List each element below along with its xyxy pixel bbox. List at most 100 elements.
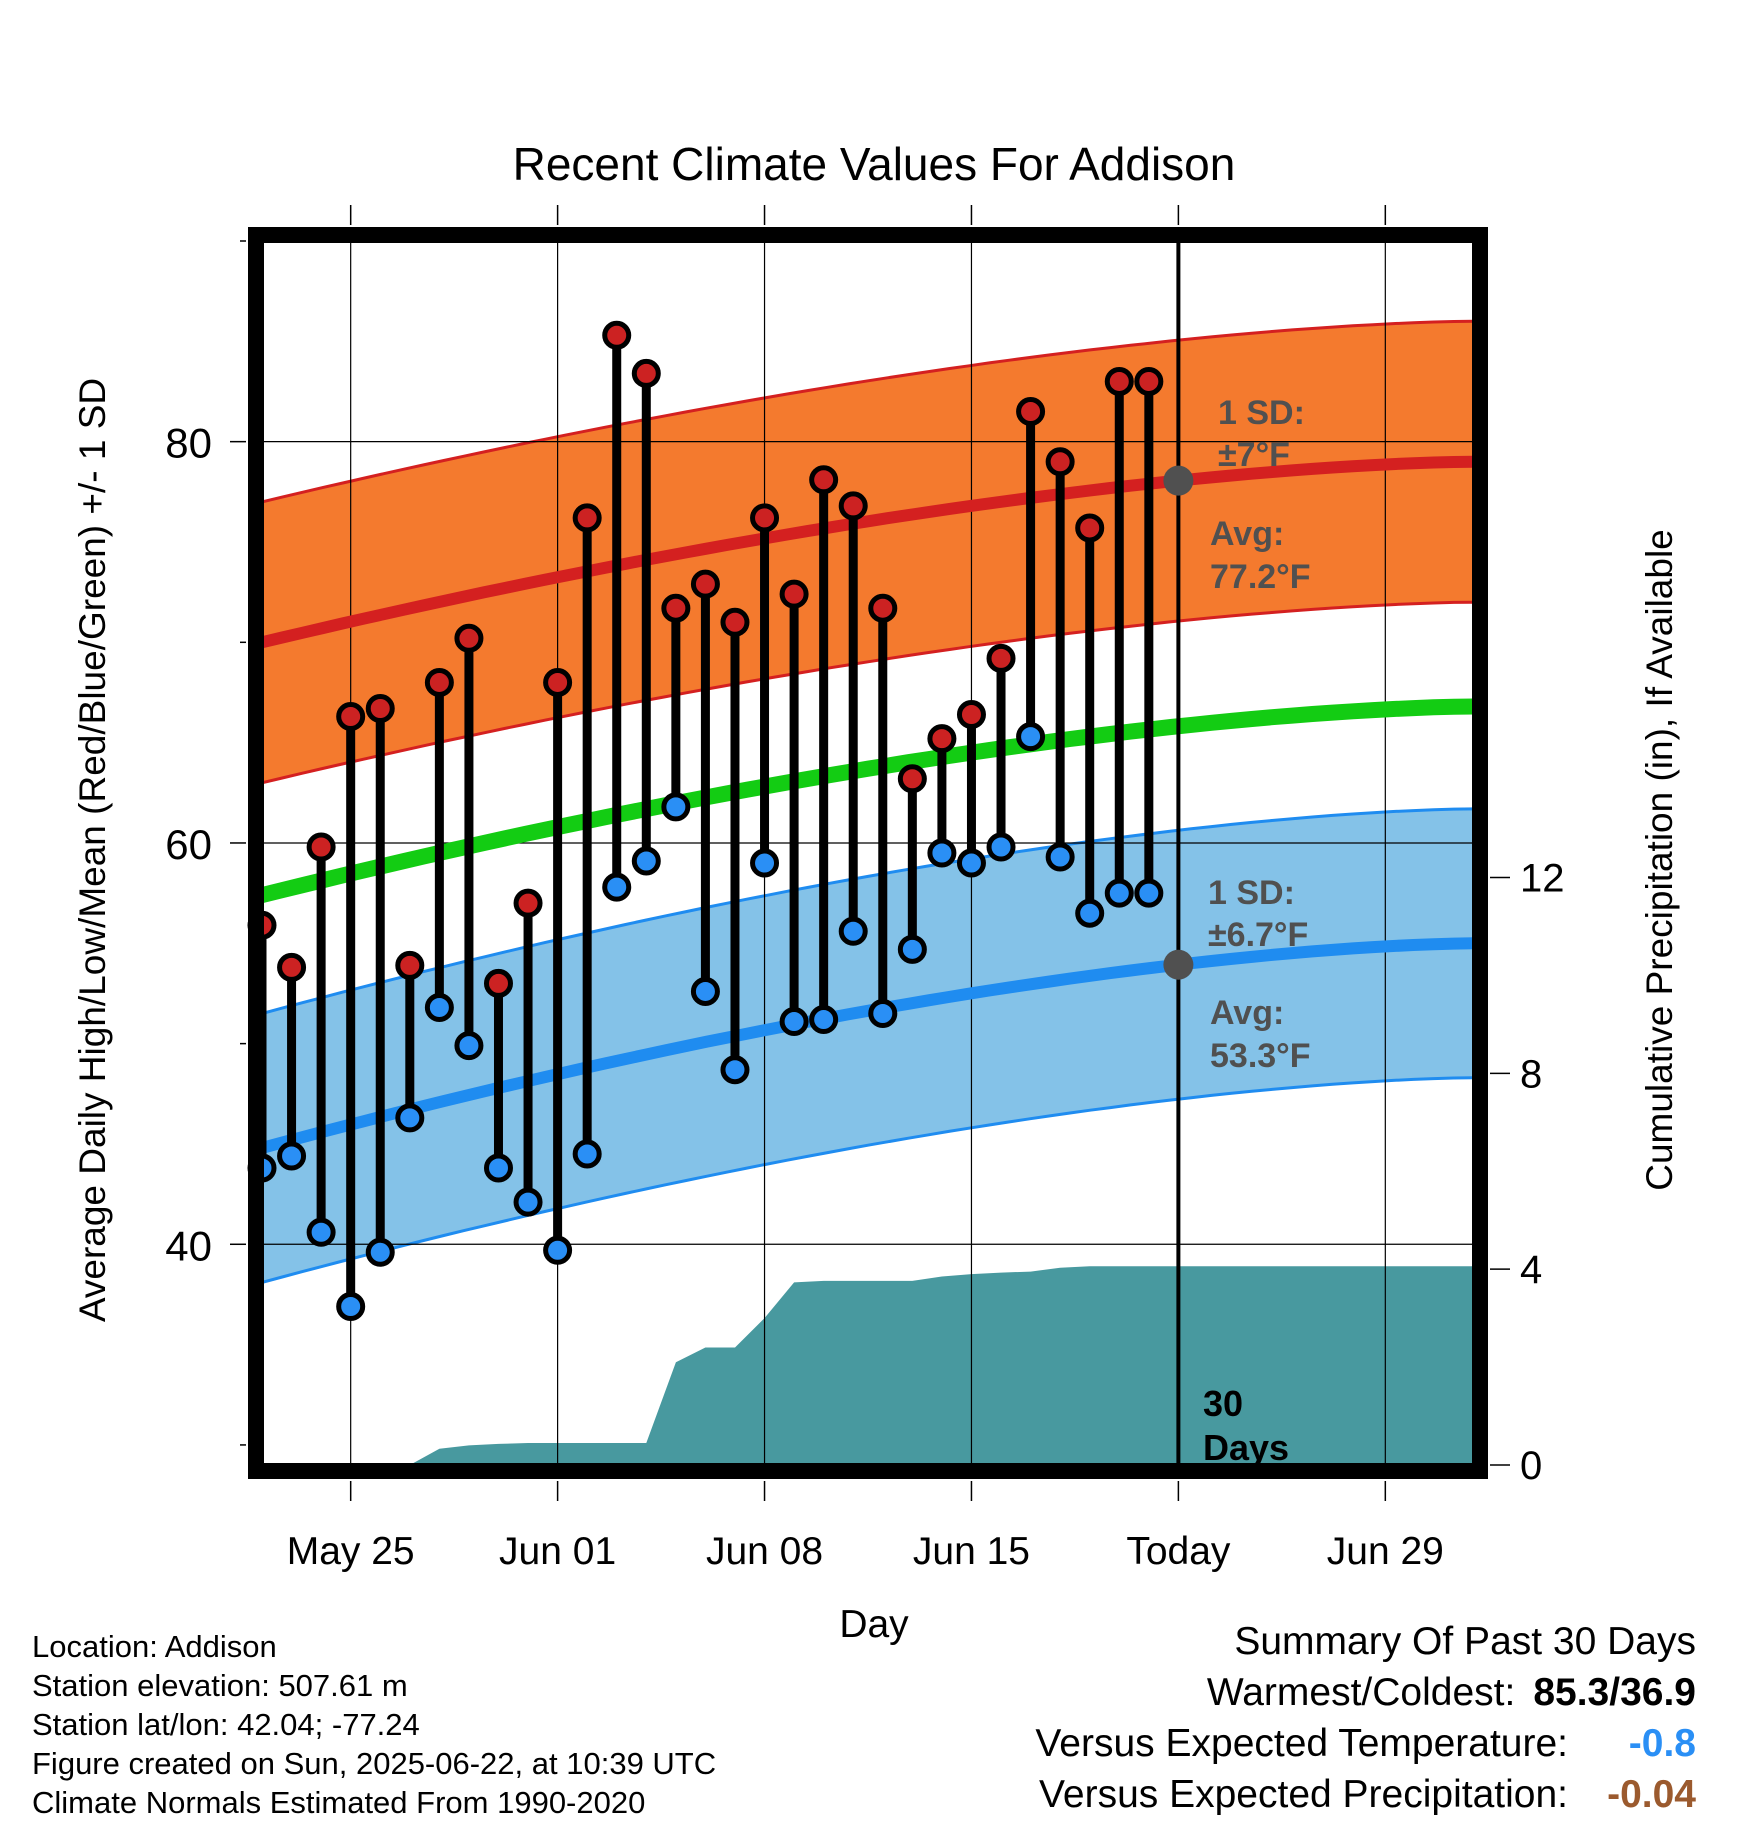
daily-high-point xyxy=(661,593,691,623)
daily-high-point xyxy=(720,607,750,637)
y-tick-label: 60 xyxy=(165,821,212,868)
daily-low-point xyxy=(424,993,454,1023)
high-sd-upper-edge xyxy=(262,319,1474,504)
daily-low-point xyxy=(277,1141,307,1171)
warm-cold-label: Warmest/Coldest: xyxy=(1206,1671,1516,1714)
normal-low-line xyxy=(262,937,1474,1154)
daily-low-point xyxy=(454,1031,484,1061)
x-tick-label: Today xyxy=(1126,1530,1231,1573)
y-right-tick-label: 12 xyxy=(1520,856,1565,900)
daily-low-point xyxy=(365,1237,395,1267)
low-avg-value: 53.3°F xyxy=(1210,1037,1311,1075)
daily-high-point xyxy=(897,764,927,794)
daily-high-point xyxy=(602,320,632,350)
info-location: Location: Addison xyxy=(32,1629,277,1664)
y-right-tick-label: 0 xyxy=(1520,1444,1542,1488)
high-annotation: 1 SD: ±7°F Avg: 77.2°F xyxy=(1210,394,1311,596)
high-avg-value: 77.2°F xyxy=(1210,558,1311,596)
low-avg-title: Avg: xyxy=(1210,994,1284,1032)
daily-high-point xyxy=(1134,366,1164,396)
daily-high-point xyxy=(1016,397,1046,427)
precip-area xyxy=(262,1266,1474,1465)
y-axis-right-label: Cumulative Precipitation (in), If Availa… xyxy=(1639,529,1680,1191)
daily-high-point xyxy=(631,358,661,388)
daily-high-point xyxy=(483,968,513,998)
daily-high-point xyxy=(365,694,395,724)
normal-mean-line xyxy=(262,698,1474,903)
daily-bars-layer xyxy=(257,330,1154,1311)
daily-low-point xyxy=(690,976,720,1006)
y-tick-label: 40 xyxy=(165,1222,212,1269)
normal-high-line xyxy=(262,455,1474,649)
daily-high-point xyxy=(336,702,366,732)
high-avg-title: Avg: xyxy=(1210,515,1284,553)
x-tick-label: May 25 xyxy=(287,1530,415,1573)
summary-title: Summary Of Past 30 Days xyxy=(1234,1620,1696,1663)
x-tick-label: Jun 15 xyxy=(913,1530,1030,1573)
precip-label: Versus Expected Precipitation: xyxy=(1039,1773,1568,1816)
info-created: Figure created on Sun, 2025-06-22, at 10… xyxy=(32,1746,717,1781)
y-right-tick-label: 8 xyxy=(1520,1052,1542,1096)
daily-high-point xyxy=(956,700,986,730)
today-low-avg-marker xyxy=(1163,949,1194,980)
daily-low-point xyxy=(986,832,1016,862)
daily-high-point xyxy=(986,643,1016,673)
high-sd-value: ±7°F xyxy=(1218,436,1290,474)
daily-high-point xyxy=(277,952,307,982)
daily-low-point xyxy=(750,848,780,878)
info-elevation: Station elevation: 507.61 m xyxy=(32,1668,408,1703)
daily-high-point xyxy=(868,593,898,623)
today-high-avg-marker xyxy=(1163,465,1194,496)
daily-low-point xyxy=(809,1005,839,1035)
daily-high-point xyxy=(809,465,839,495)
x-tick-label: Jun 08 xyxy=(706,1530,823,1573)
daily-high-point xyxy=(690,569,720,599)
labels-layer: Recent Climate Values For Addison Day Av… xyxy=(72,138,1680,1646)
daily-high-point xyxy=(779,579,809,609)
daily-low-point xyxy=(602,872,632,902)
daily-high-point xyxy=(424,667,454,697)
lines-layer xyxy=(262,241,1474,1465)
daily-low-point xyxy=(779,1007,809,1037)
daily-low-point xyxy=(956,848,986,878)
summary-precip: Versus Expected Precipitation: -0.04 xyxy=(1039,1773,1696,1817)
daily-high-point xyxy=(572,503,602,533)
daily-low-point xyxy=(306,1217,336,1247)
daily-high-point xyxy=(927,724,957,754)
daily-low-point xyxy=(1045,842,1075,872)
days-annotation: 30 Days xyxy=(1203,1383,1289,1468)
plot-frame xyxy=(248,227,1488,1479)
daily-low-point xyxy=(1104,878,1134,908)
daily-low-point xyxy=(897,934,927,964)
daily-low-point xyxy=(1075,898,1105,928)
low-sd-upper-edge xyxy=(262,807,1474,1015)
daily-high-point xyxy=(454,623,484,653)
daily-low-point xyxy=(336,1291,366,1321)
daily-high-point xyxy=(543,667,573,697)
y-tick-label: 80 xyxy=(165,420,212,467)
low-sd-band xyxy=(262,808,1474,1283)
daily-low-point xyxy=(1134,878,1164,908)
daily-low-point xyxy=(572,1139,602,1169)
low-annotation: 1 SD: ±6.7°F Avg: 53.3°F xyxy=(1208,874,1311,1075)
daily-high-point xyxy=(306,832,336,862)
daily-points-layer xyxy=(247,320,1194,1321)
high-sd-title: 1 SD: xyxy=(1218,394,1305,432)
daily-low-point xyxy=(927,838,957,868)
daily-high-point xyxy=(1045,447,1075,477)
high-sd-lower-edge xyxy=(262,600,1474,785)
daily-low-point xyxy=(543,1235,573,1265)
low-sd-value: ±6.7°F xyxy=(1208,916,1308,954)
days-count: 30 xyxy=(1203,1383,1243,1424)
y-axis-label: Average Daily High/Low/Mean (Red/Blue/Gr… xyxy=(72,378,113,1322)
daily-high-point xyxy=(750,503,780,533)
summary-warm-cold: Warmest/Coldest: 85.3/36.9 xyxy=(1207,1671,1696,1715)
y-right-tick-label: 4 xyxy=(1520,1248,1542,1292)
daily-low-point xyxy=(1016,722,1046,752)
daily-high-point xyxy=(838,491,868,521)
daily-high-point xyxy=(1075,513,1105,543)
x-axis-label: Day xyxy=(839,1603,909,1646)
frame-layer: 40 60 80 0 4 8 12 May 25 Jun 01 Jun 08 Jun 15 Today… xyxy=(165,205,1565,1573)
x-tick-label: Jun 01 xyxy=(499,1530,616,1573)
